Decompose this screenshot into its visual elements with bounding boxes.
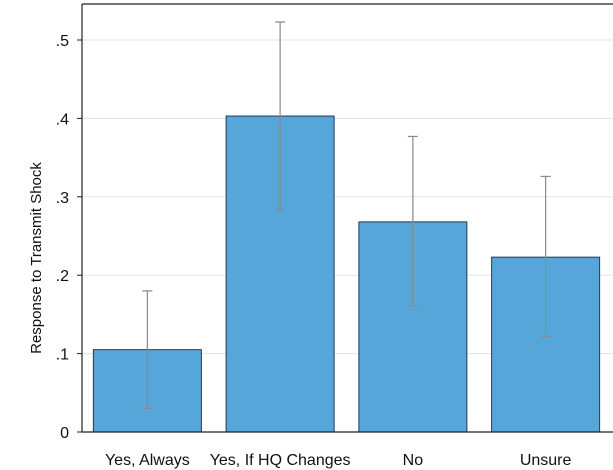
y-tick-label: .3 <box>56 190 69 207</box>
y-tick-label: .1 <box>56 347 69 364</box>
bar <box>225 115 335 433</box>
error-bars <box>142 21 551 410</box>
error-bar <box>407 135 418 307</box>
bars <box>92 115 601 433</box>
y-tick-label: .5 <box>56 33 69 50</box>
y-tick-labels: 0 .1 .2 .3 .4 .5 <box>56 33 69 442</box>
error-bar <box>142 290 153 410</box>
x-category-label: Yes, Always <box>105 452 190 469</box>
x-category-label: Yes, If HQ Changes <box>210 452 351 469</box>
x-category-label: No <box>403 452 424 469</box>
error-bar <box>540 175 551 337</box>
y-tick-label: .2 <box>56 268 69 285</box>
x-category-label: Unsure <box>520 452 572 469</box>
axes <box>77 3 613 433</box>
x-category-labels: Yes, Always Yes, If HQ Changes No Unsure <box>105 452 572 469</box>
y-axis-title: Response to Transmit Shock <box>28 162 45 354</box>
y-tick-label: 0 <box>60 425 69 442</box>
error-bar <box>275 21 286 211</box>
y-tick-label: .4 <box>56 111 69 128</box>
